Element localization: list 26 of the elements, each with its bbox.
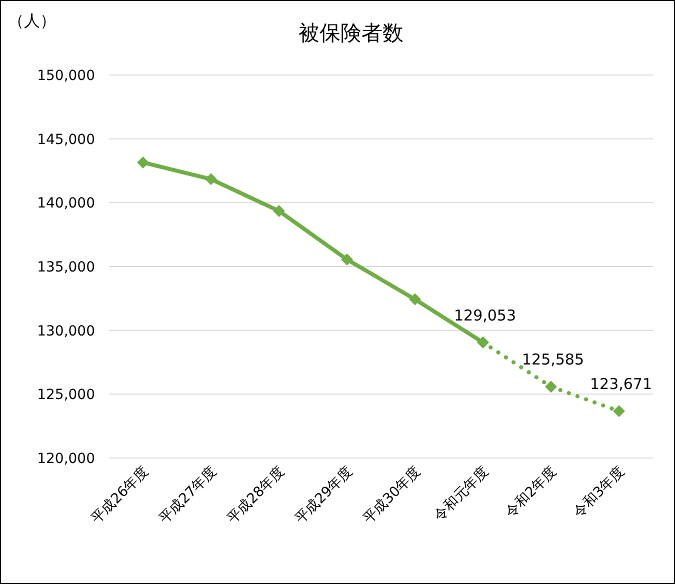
point bbox=[477, 336, 489, 348]
data-label: 129,053 bbox=[454, 306, 516, 324]
chart-title: 被保険者数 bbox=[298, 21, 404, 45]
x-tick-label: 平成28年度 bbox=[224, 464, 288, 528]
y-tick-label: 125,000 bbox=[37, 387, 95, 404]
point bbox=[273, 204, 285, 217]
y-tick-label: 140,000 bbox=[37, 196, 95, 212]
point bbox=[205, 173, 217, 186]
point bbox=[137, 156, 149, 168]
x-tick-label: 令和元年度 bbox=[431, 464, 492, 524]
data-label: 123,671 bbox=[590, 375, 652, 394]
point bbox=[545, 380, 557, 393]
x-tick-label: 平成29年度 bbox=[292, 464, 356, 528]
x-tick-label: 令和3年度 bbox=[570, 464, 628, 521]
x-tick-label: 平成30年度 bbox=[360, 464, 424, 528]
y-axis-title: （人） bbox=[8, 11, 56, 30]
point bbox=[341, 253, 353, 266]
y-tick-label: 130,000 bbox=[37, 323, 95, 340]
point bbox=[613, 405, 625, 418]
x-tick-label: 令和2年度 bbox=[502, 464, 560, 521]
y-tick-label: 150,000 bbox=[37, 68, 95, 84]
x-tick-label: 平成27年度 bbox=[156, 464, 220, 528]
point bbox=[409, 293, 421, 306]
y-tick-label: 145,000 bbox=[37, 132, 95, 148]
y-tick-label: 135,000 bbox=[37, 260, 95, 276]
data-label: 125,585 bbox=[522, 350, 584, 369]
